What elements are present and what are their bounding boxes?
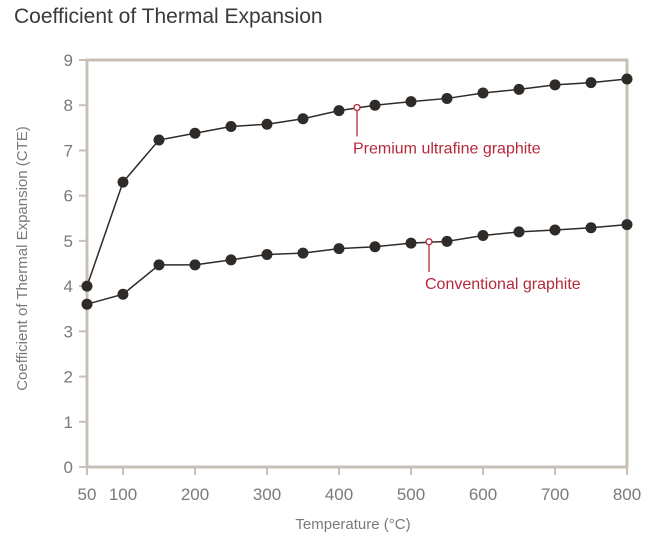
x-tick-label: 500 [397,485,425,504]
annotation-label: Conventional graphite [425,276,581,293]
data-point [153,259,165,271]
y-tick-label: 3 [64,322,73,341]
data-point [117,176,129,188]
y-tick-label: 2 [64,368,73,387]
data-point [405,96,417,108]
data-point [585,222,597,234]
x-tick-label: 400 [325,485,353,504]
y-tick-label: 6 [64,187,73,206]
data-point [549,224,561,236]
x-tick-label: 50 [78,485,97,504]
x-tick-label: 200 [181,485,209,504]
data-point [513,83,525,95]
data-point [369,99,381,111]
x-tick-label: 700 [541,485,569,504]
series-layer [81,73,633,310]
annotation-label: Premium ultrafine graphite [353,140,541,157]
x-axis-ticks: 50 100 200 300 400 500 600 700 800 [78,467,641,504]
series-line [86,223,628,305]
data-point [405,237,417,249]
annotation-1: Premium ultrafine graphite [353,103,541,157]
data-point [621,219,633,231]
x-tick-label: 800 [613,485,641,504]
data-point [117,288,129,300]
series-1 [81,73,633,292]
data-point [225,254,237,266]
series-2 [81,219,633,310]
y-tick-label: 1 [64,413,73,432]
x-tick-label: 600 [469,485,497,504]
plot-frame [85,58,629,469]
x-tick-label: 300 [253,485,281,504]
data-point [333,243,345,255]
data-point [477,229,489,241]
x-tick-label: 100 [109,485,137,504]
chart-title: Coefficient of Thermal Expansion [14,5,323,28]
data-point [333,105,345,117]
annotation-marker [425,238,433,246]
data-point [621,73,633,85]
annotation-layer: Premium ultrafine graphite Conventional g… [353,103,581,293]
data-point [477,87,489,99]
y-tick-label: 4 [64,277,73,296]
data-point [261,118,273,130]
data-point [297,247,309,259]
y-tick-label: 5 [64,232,73,251]
data-point [369,241,381,253]
y-axis-label: Coefficient of Thermal Expansion (CTE) [14,126,31,391]
data-point [81,280,93,292]
data-point [513,226,525,238]
data-point [153,134,165,146]
data-point [225,120,237,132]
x-axis-label: Temperature (°C) [295,516,410,533]
data-point [549,79,561,91]
data-point [297,113,309,125]
y-tick-label: 0 [64,458,73,477]
y-tick-label: 8 [64,96,73,115]
data-point [189,259,201,271]
data-point [585,77,597,89]
y-tick-label: 9 [64,51,73,70]
data-point [81,298,93,310]
y-tick-label: 7 [64,141,73,160]
data-point [189,127,201,139]
data-point [261,248,273,260]
y-axis-ticks: 0 1 2 3 4 5 6 7 8 9 [64,51,87,477]
annotation-marker [353,103,361,112]
annotation-2: Conventional graphite [425,238,581,293]
data-point [441,235,453,247]
data-point [441,92,453,104]
